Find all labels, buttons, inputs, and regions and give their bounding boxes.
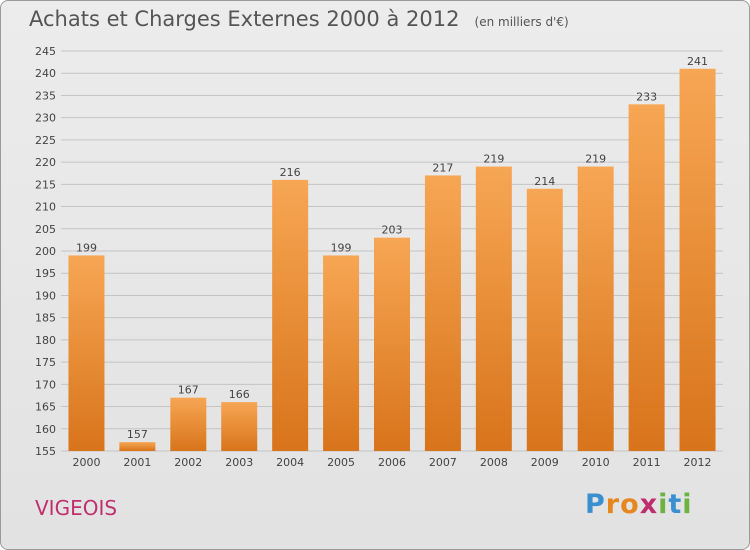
y-tick-label: 245 — [35, 45, 56, 58]
y-tick-label: 190 — [35, 289, 56, 302]
logo-letter: r — [605, 489, 621, 520]
bar-2001 — [119, 442, 156, 451]
y-tick-label: 200 — [35, 245, 56, 258]
bar-2012 — [679, 68, 716, 452]
bar-2007 — [424, 175, 461, 451]
chart-title-main: Achats et Charges Externes 2000 à 2012 — [29, 7, 460, 31]
x-tick-label: 2012 — [684, 456, 712, 469]
x-tick-label: 2004 — [276, 456, 304, 469]
bar-2005 — [323, 255, 360, 451]
bar-2002 — [170, 397, 207, 451]
proxiti-logo: Proxiti — [585, 489, 693, 520]
y-tick-label: 215 — [35, 178, 56, 191]
x-tick-label: 2001 — [123, 456, 151, 469]
y-tick-label: 220 — [35, 156, 56, 169]
y-tick-label: 155 — [35, 445, 56, 458]
x-tick-label: 2000 — [72, 456, 100, 469]
chart-title: Achats et Charges Externes 2000 à 2012 (… — [29, 7, 569, 31]
x-tick-label: 2007 — [429, 456, 457, 469]
bars — [68, 68, 716, 452]
data-label: 166 — [229, 388, 250, 401]
y-tick-label: 205 — [35, 223, 56, 236]
y-tick-label: 160 — [35, 423, 56, 436]
logo-letter: t — [668, 489, 683, 520]
y-tick-label: 240 — [35, 67, 56, 80]
logo-letter: P — [585, 489, 606, 520]
x-tick-label: 2011 — [633, 456, 661, 469]
data-label: 219 — [585, 153, 606, 166]
data-label: 241 — [687, 55, 708, 68]
x-tick-label: 2003 — [225, 456, 253, 469]
bar-2003 — [221, 402, 258, 451]
logo-letter: x — [639, 489, 659, 520]
y-tick-label: 170 — [35, 378, 56, 391]
y-tick-label: 210 — [35, 201, 56, 214]
logo-letter: i — [682, 489, 693, 520]
x-tick-label: 2006 — [378, 456, 406, 469]
bar-2006 — [374, 237, 410, 451]
data-label: 233 — [636, 90, 657, 103]
data-label: 214 — [534, 175, 555, 188]
y-tick-label: 235 — [35, 89, 56, 102]
data-label: 219 — [483, 153, 504, 166]
data-label: 217 — [432, 161, 453, 174]
x-tick-label: 2008 — [480, 456, 508, 469]
logo-letter: i — [658, 489, 669, 520]
data-labels: 199 157 167 166 216 199 203 217 219 214 219 233 241 — [76, 55, 708, 441]
bar-2000 — [68, 255, 105, 451]
y-tick-label: 195 — [35, 267, 56, 280]
data-label: 157 — [127, 428, 148, 441]
data-label: 199 — [331, 241, 352, 254]
y-tick-label: 225 — [35, 134, 56, 147]
x-axis-ticks: 2000 2001 2002 2003 2004 2005 2006 2007 2008 2009… — [72, 456, 711, 469]
bar-2009 — [526, 188, 563, 451]
x-tick-label: 2010 — [582, 456, 610, 469]
data-label: 199 — [76, 241, 97, 254]
bar-2010 — [577, 166, 614, 452]
bar-2008 — [475, 166, 512, 452]
x-tick-label: 2002 — [174, 456, 202, 469]
y-tick-label: 230 — [35, 112, 56, 125]
data-label: 203 — [382, 224, 403, 237]
y-tick-label: 180 — [35, 334, 56, 347]
bar-2011 — [628, 104, 665, 451]
bar-2004 — [272, 179, 309, 451]
logo-letter: o — [620, 489, 640, 520]
x-tick-label: 2005 — [327, 456, 355, 469]
chart-title-unit: (en milliers d'€) — [474, 15, 569, 29]
y-tick-label: 185 — [35, 312, 56, 325]
data-label: 167 — [178, 384, 199, 397]
x-tick-label: 2009 — [531, 456, 559, 469]
y-axis-ticks: 155 160 165 170 175 180 185 190 195 200 205 210 215 2… — [35, 45, 56, 458]
y-tick-label: 165 — [35, 401, 56, 414]
y-tick-label: 175 — [35, 356, 56, 369]
data-label: 216 — [280, 166, 301, 179]
commune-name: VIGEOIS — [35, 496, 118, 520]
